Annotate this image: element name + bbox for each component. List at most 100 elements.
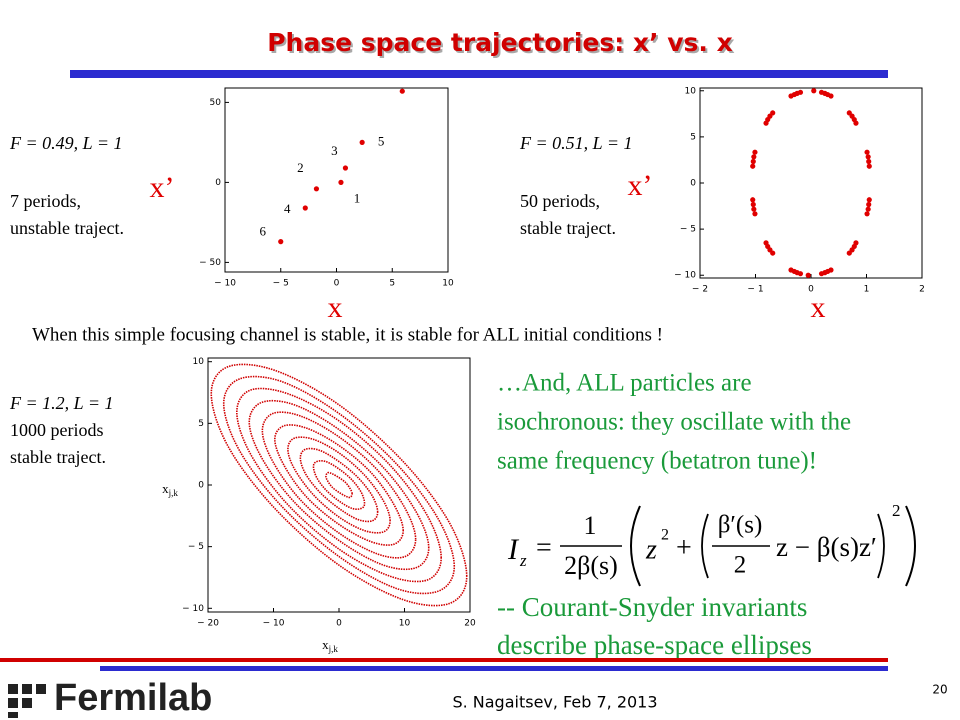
point (278, 239, 284, 245)
point (750, 201, 756, 208)
plot-frame (699, 87, 923, 279)
x-tick-label: 0 (334, 279, 340, 289)
x-tick-label: − 20 (197, 619, 219, 629)
point (752, 149, 758, 155)
x-tick-label: 1 (864, 285, 870, 295)
point-label: 3 (331, 143, 338, 158)
chart-note: stable traject. (10, 447, 106, 467)
y-tick-label: 0 (690, 179, 696, 189)
y-axis-label: x’ (150, 171, 175, 204)
point (338, 179, 344, 185)
x-tick-label: − 1 (747, 285, 763, 295)
paren (630, 505, 641, 587)
point (866, 197, 872, 203)
formula-text: 1 (584, 511, 597, 540)
point (752, 211, 758, 217)
point (866, 201, 872, 208)
y-tick-label: − 10 (182, 604, 204, 614)
x-axis-label-sub: j,k (328, 644, 339, 654)
y-tick-label: − 5 (188, 542, 204, 552)
point (751, 206, 757, 212)
y-tick-label: 0 (198, 481, 204, 491)
formula-text: 2 (892, 501, 901, 520)
point (818, 89, 825, 95)
remark-line: isochronous: they oscillate with the (497, 409, 851, 436)
x-axis-label: xj,k (322, 637, 338, 654)
x-tick-label: − 10 (263, 619, 285, 629)
y-tick-label: 10 (685, 86, 697, 96)
point (865, 154, 871, 160)
point (866, 158, 872, 165)
paren (905, 505, 916, 587)
x-axis-label-main: x (811, 291, 826, 324)
point (750, 158, 756, 165)
x-tick-label: 5 (389, 279, 395, 289)
trajectory (287, 436, 391, 534)
formula-text: β′(s) (718, 512, 763, 539)
formula-text: z − β(s)z′ (776, 532, 877, 562)
formula-text: 2β(s) (564, 551, 618, 580)
formula-text: z (519, 551, 527, 570)
point (864, 211, 870, 217)
point (864, 149, 870, 155)
x-tick-label: − 10 (214, 279, 236, 289)
footer-author: S. Nagaitsev, Feb 7, 2013 (452, 693, 657, 712)
point (805, 272, 811, 278)
point (770, 250, 776, 256)
formula: I z = 1 2β(s) z 2 + β′(s) 2 z − β(s)z′ 2 (507, 501, 916, 587)
paren (877, 513, 885, 579)
formula-text: + (676, 532, 692, 563)
point (342, 165, 349, 171)
x-tick-label: 10 (399, 619, 411, 629)
footer-rule (0, 658, 888, 662)
y-tick-label: − 50 (199, 258, 221, 268)
y-axis-label-main: x (162, 481, 169, 496)
point (770, 110, 776, 116)
title: Phase space trajectories: x’ vs. x (267, 28, 733, 57)
formula-text: 2 (661, 527, 669, 544)
title-bar (70, 70, 888, 78)
point (313, 186, 320, 192)
y-tick-label: − 5 (680, 225, 696, 235)
point (846, 250, 852, 256)
x-tick-label: 0 (808, 285, 814, 295)
y-tick-label: 5 (198, 419, 204, 429)
chart-note: 1000 periods (10, 420, 104, 440)
trajectory (299, 447, 379, 523)
statement: When this simple focusing channel is sta… (32, 324, 663, 345)
point-label: 2 (297, 160, 304, 175)
chart: − 20 − 10 0 10 20 − 10 − 5 0 5 10 F = 1.2, L = 1 10… (9, 357, 476, 654)
point (866, 163, 872, 169)
y-axis-label-main: x’ (628, 169, 653, 202)
paren (701, 513, 709, 579)
y-axis-label: x’ (628, 169, 653, 202)
x-tick-label: − 5 (273, 279, 289, 289)
y-tick-label: 0 (215, 178, 221, 188)
chart-note: stable traject. (520, 218, 616, 238)
logo-text: Fermilab (54, 677, 212, 719)
x-tick-label: 2 (919, 285, 925, 295)
y-tick-label: 50 (210, 98, 222, 108)
title-shadow: Phase space trajectories: x’ vs. x (269, 30, 735, 59)
formula-text: 2 (734, 552, 747, 579)
x-axis-label-main: x (328, 291, 343, 324)
point (302, 205, 308, 211)
trajectory (261, 411, 417, 559)
y-axis-label-main: x’ (150, 171, 175, 204)
logo-icon (8, 684, 46, 718)
trajectory (248, 399, 430, 571)
point (750, 197, 756, 203)
x-axis-label: x (811, 291, 826, 324)
conclusion-line: -- Courant-Snyder invariants (497, 592, 807, 622)
point (811, 88, 817, 94)
chart-note: 7 periods, (10, 191, 81, 211)
y-axis-label-sub: j,k (168, 488, 179, 498)
chart-note: 50 periods, (520, 191, 600, 211)
point (399, 88, 405, 94)
remark-line: …And, ALL particles are (497, 370, 752, 397)
formula-text: = (536, 532, 552, 563)
point-label: 4 (284, 201, 291, 216)
